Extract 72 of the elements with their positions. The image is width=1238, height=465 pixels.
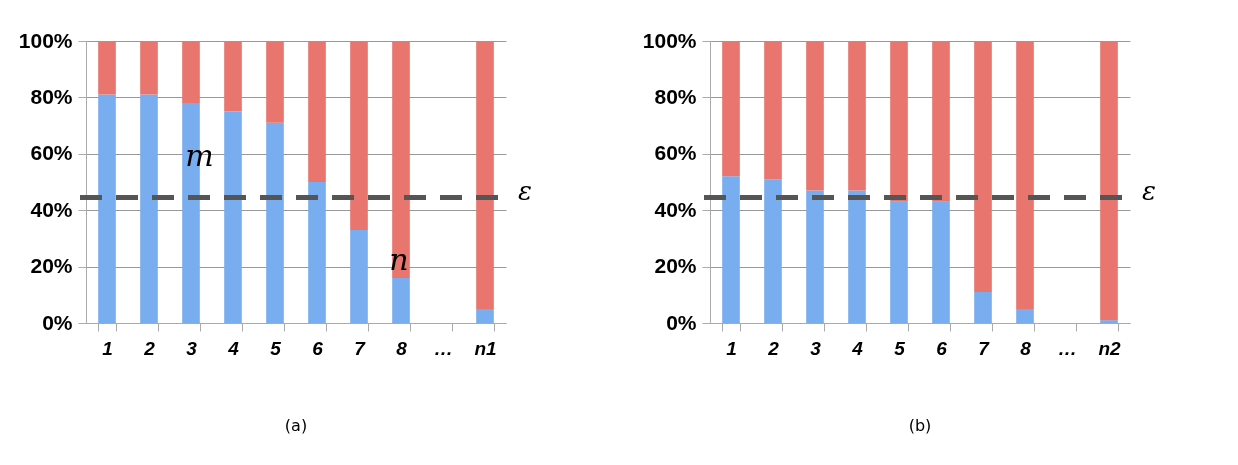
annotation: m — [185, 137, 214, 173]
y-tick-label: 80% — [30, 84, 73, 108]
bar — [974, 291, 992, 323]
y-tick-label: 0% — [666, 310, 697, 334]
x-tick-label: n1 — [474, 337, 497, 359]
bar — [974, 41, 992, 292]
x-tick-label: 7 — [354, 337, 367, 359]
y-tick-label: 60% — [654, 141, 697, 165]
bar — [140, 94, 158, 323]
x-tick-label: 7 — [978, 337, 991, 359]
bar — [224, 111, 242, 323]
y-tick-label: 80% — [654, 84, 697, 108]
x-tick-label: … — [434, 337, 453, 359]
bar — [764, 41, 782, 180]
bar — [932, 41, 950, 202]
x-tick-label: n2 — [1098, 337, 1122, 359]
bar — [932, 201, 950, 323]
bar — [848, 190, 866, 323]
x-tick-label: 3 — [186, 337, 198, 359]
bar — [890, 201, 908, 323]
bar — [476, 308, 494, 323]
x-tick-label: … — [1058, 337, 1077, 359]
y-tick-label: 100% — [642, 28, 697, 52]
x-tick-label: 2 — [143, 337, 156, 359]
bar — [806, 41, 824, 191]
bar — [1016, 308, 1034, 323]
bar — [392, 41, 410, 278]
x-tick-label: 1 — [726, 337, 737, 359]
ref-line-label: ε — [1142, 175, 1156, 206]
bar — [308, 182, 326, 323]
bar — [722, 176, 740, 323]
bar — [350, 41, 368, 230]
bar — [1100, 41, 1118, 321]
bar — [98, 41, 116, 95]
text: (a) — [284, 416, 308, 435]
x-tick-label: 8 — [1020, 337, 1032, 359]
x-tick-label: 4 — [851, 337, 864, 359]
y-tick-label: 40% — [30, 197, 73, 221]
bar — [98, 94, 116, 323]
y-tick-label: 0% — [42, 310, 73, 334]
text: (b) — [908, 416, 932, 435]
y-tick-label: 100% — [18, 28, 73, 52]
bar — [1016, 41, 1034, 309]
bar — [266, 122, 284, 323]
y-tick-label: 60% — [30, 141, 73, 165]
bar — [140, 41, 158, 95]
x-tick-label: 5 — [270, 337, 282, 359]
x-tick-label: 6 — [936, 337, 948, 359]
bar — [392, 277, 410, 323]
bar — [266, 41, 284, 123]
x-tick-label: 8 — [396, 337, 408, 359]
bar — [806, 190, 824, 323]
bar — [182, 41, 200, 104]
bar — [224, 41, 242, 112]
x-tick-label: 1 — [102, 337, 113, 359]
bar — [722, 41, 740, 177]
y-tick-label: 20% — [654, 254, 697, 278]
x-tick-label: 3 — [810, 337, 822, 359]
x-tick-label: 6 — [312, 337, 324, 359]
ref-line-label: ε — [518, 175, 532, 206]
bar — [1100, 320, 1118, 323]
bar — [890, 41, 908, 202]
bar — [308, 41, 326, 182]
x-tick-label: 5 — [894, 337, 906, 359]
x-tick-label: 2 — [767, 337, 780, 359]
bar — [848, 41, 866, 191]
y-tick-label: 20% — [30, 254, 73, 278]
bar — [350, 229, 368, 323]
x-tick-label: 4 — [227, 337, 240, 359]
bar — [476, 41, 494, 309]
y-tick-label: 40% — [654, 197, 697, 221]
bar — [764, 179, 782, 323]
